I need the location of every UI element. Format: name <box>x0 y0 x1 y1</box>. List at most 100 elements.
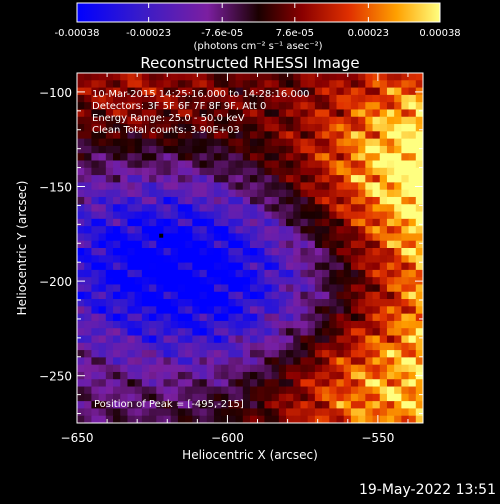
heatmap-cell <box>221 320 229 329</box>
heatmap-cell <box>185 386 193 395</box>
colorbar-label: (photons cm⁻² s⁻¹ asec⁻²) <box>193 41 322 52</box>
heatmap-cell <box>322 320 330 329</box>
heatmap-cell <box>278 255 287 264</box>
heatmap-cell <box>170 255 179 264</box>
heatmap-cell <box>242 408 251 417</box>
heatmap-cell <box>206 204 215 213</box>
heatmap-cell <box>257 401 266 410</box>
heatmap-cell <box>149 291 157 300</box>
heatmap-cell <box>336 182 345 191</box>
heatmap-cell <box>343 109 352 118</box>
heatmap-cell <box>271 262 280 271</box>
heatmap-cell <box>228 320 237 329</box>
heatmap-cell <box>134 328 143 337</box>
y-tick-label: −150 <box>39 181 72 195</box>
heatmap-cell <box>120 328 129 337</box>
heatmap-cell <box>379 226 388 235</box>
heatmap-cell <box>199 218 208 227</box>
heatmap-cell <box>141 248 150 256</box>
heatmap-cell <box>300 226 309 235</box>
heatmap-cell <box>149 371 157 380</box>
heatmap-cell <box>322 379 330 388</box>
heatmap-cell <box>415 248 423 256</box>
heatmap-cell <box>336 291 345 300</box>
heatmap-cell <box>221 124 229 132</box>
heatmap-cell <box>264 124 273 132</box>
heatmap-cell <box>343 87 352 96</box>
heatmap-cell <box>250 80 258 89</box>
heatmap-cell <box>221 357 229 366</box>
heatmap-cell <box>250 306 258 315</box>
heatmap-cell <box>408 240 417 249</box>
heatmap-cell <box>185 94 193 103</box>
heatmap-cell <box>105 94 114 103</box>
heatmap-cell <box>213 320 222 329</box>
heatmap-cell <box>185 102 193 111</box>
heatmap-cell <box>91 313 100 322</box>
heatmap-cell <box>372 313 381 322</box>
heatmap-cell <box>235 196 244 205</box>
heatmap-cell <box>177 357 186 366</box>
heatmap-cell <box>401 233 410 242</box>
heatmap-cell <box>213 145 222 154</box>
heatmap-cell <box>105 335 114 344</box>
heatmap-cell <box>185 277 193 286</box>
heatmap-cell <box>336 80 345 89</box>
heatmap-cell <box>322 124 330 132</box>
heatmap-cell <box>300 138 309 147</box>
heatmap-cell <box>127 350 136 358</box>
heatmap-cell <box>192 401 201 410</box>
heatmap-cell <box>415 240 423 249</box>
heatmap-cell <box>386 189 395 198</box>
heatmap-cell <box>264 269 273 278</box>
heatmap-cell <box>105 284 114 293</box>
heatmap-cell <box>113 284 121 293</box>
heatmap-cell <box>127 204 136 213</box>
heatmap-cell <box>386 291 395 300</box>
heatmap-cell <box>408 313 417 322</box>
heatmap-cell <box>365 313 374 322</box>
heatmap-cell <box>163 277 172 286</box>
heatmap-cell <box>185 175 193 183</box>
heatmap-cell <box>105 277 114 286</box>
heatmap-cell <box>379 182 388 191</box>
heatmap-cell <box>156 255 165 264</box>
heatmap-cell <box>98 269 107 278</box>
heatmap-cell <box>77 313 85 322</box>
heatmap-cell <box>134 269 143 278</box>
heatmap-cell <box>408 371 417 380</box>
heatmap-cell <box>358 335 366 344</box>
heatmap-cell <box>314 204 323 213</box>
heatmap-cell <box>257 182 266 191</box>
heatmap-cell <box>213 218 222 227</box>
heatmap-cell <box>278 204 287 213</box>
heatmap-cell <box>91 138 100 147</box>
heatmap-cell <box>235 306 244 315</box>
heatmap-cell <box>221 73 229 81</box>
heatmap-cell <box>365 379 374 388</box>
heatmap-cell <box>386 415 395 423</box>
annotation-block: 10-Mar-2015 14:25:16.000 to 14:28:16.000… <box>92 89 310 136</box>
heatmap-cell <box>250 87 258 96</box>
heatmap-cell <box>264 342 273 351</box>
heatmap-cell <box>365 196 374 205</box>
heatmap-cell <box>185 269 193 278</box>
heatmap-cell <box>242 284 251 293</box>
heatmap-cell <box>141 233 150 242</box>
heatmap-cell <box>408 386 417 395</box>
heatmap-cell <box>170 379 179 388</box>
heatmap-cell <box>77 350 85 358</box>
heatmap-cell <box>127 211 136 220</box>
heatmap-cell <box>84 218 93 227</box>
heatmap-cell <box>127 182 136 191</box>
heatmap-cell <box>113 145 121 154</box>
heatmap-cell <box>415 94 423 103</box>
heatmap-cell <box>358 357 366 366</box>
heatmap-cell <box>141 350 150 358</box>
heatmap-cell <box>329 175 338 183</box>
heatmap-cell <box>286 240 294 249</box>
heatmap-cell <box>127 401 136 410</box>
heatmap-cell <box>394 94 402 103</box>
heatmap-cell <box>192 262 201 271</box>
heatmap-cell <box>343 226 352 235</box>
